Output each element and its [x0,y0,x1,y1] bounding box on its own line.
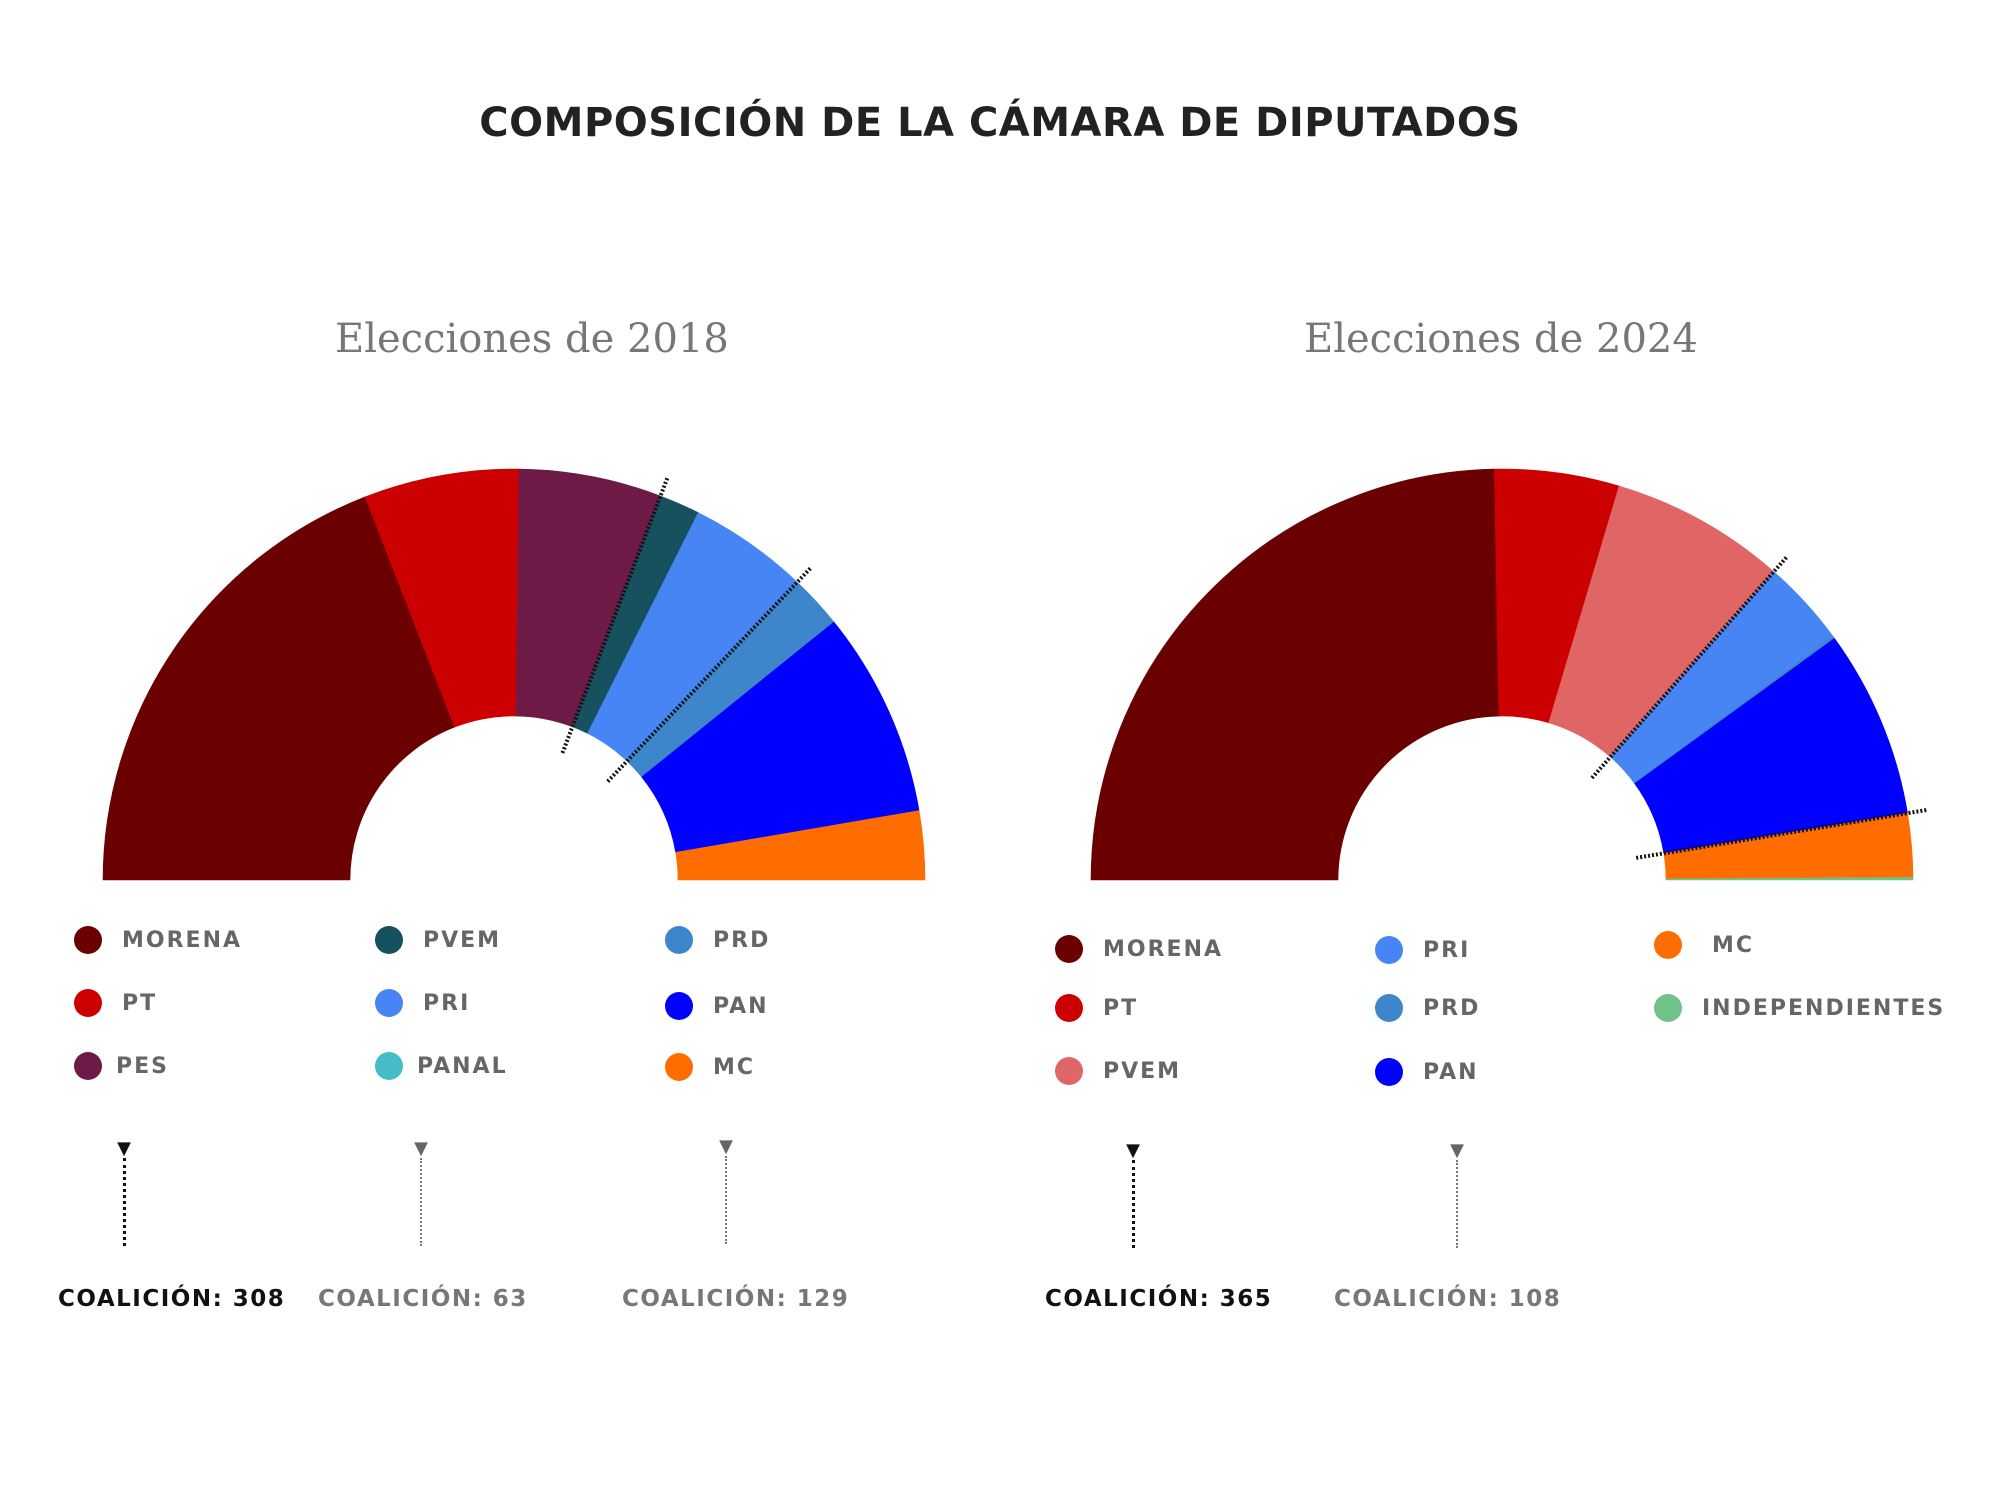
down-arrow-icon: ▼ [117,1138,131,1159]
seat-slice-morena [1090,468,1500,881]
legend-item: PRD [665,920,770,960]
down-arrow-icon: ▼ [414,1138,428,1159]
legend-item: MORENA [1055,929,1223,969]
legend-swatch [665,992,693,1020]
seat-slice-independientes [1665,877,1914,881]
legend-item: PT [74,983,157,1023]
legend-item: PVEM [375,920,501,960]
legend-label: INDEPENDIENTES [1702,995,1946,1021]
legend-item: PRD [1375,988,1480,1028]
legend-item: PAN [1375,1052,1479,1092]
coalition-pointer-line [1456,1160,1458,1248]
down-arrow-icon: ▼ [1450,1140,1464,1161]
seat-slice-morena [102,496,455,881]
legend-label: PAN [1423,1059,1479,1085]
legend-label: PVEM [423,927,502,953]
legend-item: PT [1055,988,1138,1028]
down-arrow-icon: ▼ [719,1136,733,1157]
chart-panel-2018: Elecciones de 2018 MORENA PT PES PVEM PR… [58,316,926,1312]
coalition-total: COALICIÓN: 365 [1045,1286,1273,1312]
legend-label: PRI [1423,937,1471,963]
legend-swatch [1654,994,1682,1022]
legend-swatch [1055,994,1083,1022]
seat-slice-mc [675,810,926,881]
legend-swatch [74,1052,102,1080]
legend-item: PRI [1375,930,1470,970]
legend-label: PVEM [1103,1058,1182,1084]
hemicycle-chart-2018 [102,468,926,881]
legend-item: MC [665,1047,755,1087]
legend-item: PVEM [1055,1051,1181,1091]
legend-label: PRI [423,990,471,1016]
chart-subtitle: Elecciones de 2018 [335,316,729,362]
chart-subtitle: Elecciones de 2024 [1304,316,1698,362]
legend-item: MC [1654,925,1754,965]
legend-label: PRD [1423,995,1481,1021]
coalition-pointer-line [1132,1160,1135,1248]
legend-label: MC [1712,932,1755,958]
legend-label: MORENA [122,927,243,953]
legend-label: PT [122,990,158,1016]
legend-item: PANAL [375,1046,508,1086]
legend-swatch [1375,994,1403,1022]
coalition-divider-line [606,566,813,783]
legend-swatch [1055,1057,1083,1085]
legend-swatch [1375,936,1403,964]
legend-swatch [665,1053,693,1081]
seat-slice-pan [641,621,920,853]
legend-item: PAN [665,986,769,1026]
legend-label: MC [713,1054,756,1080]
legend-label: PANAL [417,1053,508,1079]
coalition-total: COALICIÓN: 129 [622,1286,850,1312]
legend-label: MORENA [1103,936,1224,962]
legend-item: MORENA [74,920,242,960]
legend-swatch [74,989,102,1017]
legend-swatch [1375,1058,1403,1086]
down-arrow-icon: ▼ [1126,1140,1140,1161]
legend-label: PES [116,1053,169,1079]
legend-item: INDEPENDIENTES [1654,988,1945,1028]
legend-swatch [665,926,693,954]
page-title: COMPOSICIÓN DE LA CÁMARA DE DIPUTADOS [479,100,1521,146]
hemicycle-chart-2024 [1090,468,1928,881]
legend-item: PES [74,1046,169,1086]
coalition-pointer-line [123,1158,126,1246]
legend-label: PT [1103,995,1139,1021]
legend-item: PRI [375,983,470,1023]
coalition-divider-line [1590,555,1789,780]
legend-swatch [1055,935,1083,963]
chart-panel-2024: Elecciones de 2024 MORENA PT PVEM PRI PR… [1000,0,2000,1504]
coalition-divider-line [1635,807,1928,860]
legend-swatch [375,926,403,954]
legend-swatch [375,1052,403,1080]
coalition-total: COALICIÓN: 108 [1334,1286,1562,1312]
coalition-total: COALICIÓN: 308 [58,1286,286,1312]
coalition-divider-line [560,476,670,754]
legend-swatch [74,926,102,954]
legend-label: PRD [713,927,771,953]
coalition-pointer-line [420,1158,422,1246]
coalition-total: COALICIÓN: 63 [318,1286,528,1312]
coalition-pointer-line [725,1156,727,1244]
legend-swatch [1654,931,1682,959]
legend-label: PAN [713,993,769,1019]
legend-swatch [375,989,403,1017]
